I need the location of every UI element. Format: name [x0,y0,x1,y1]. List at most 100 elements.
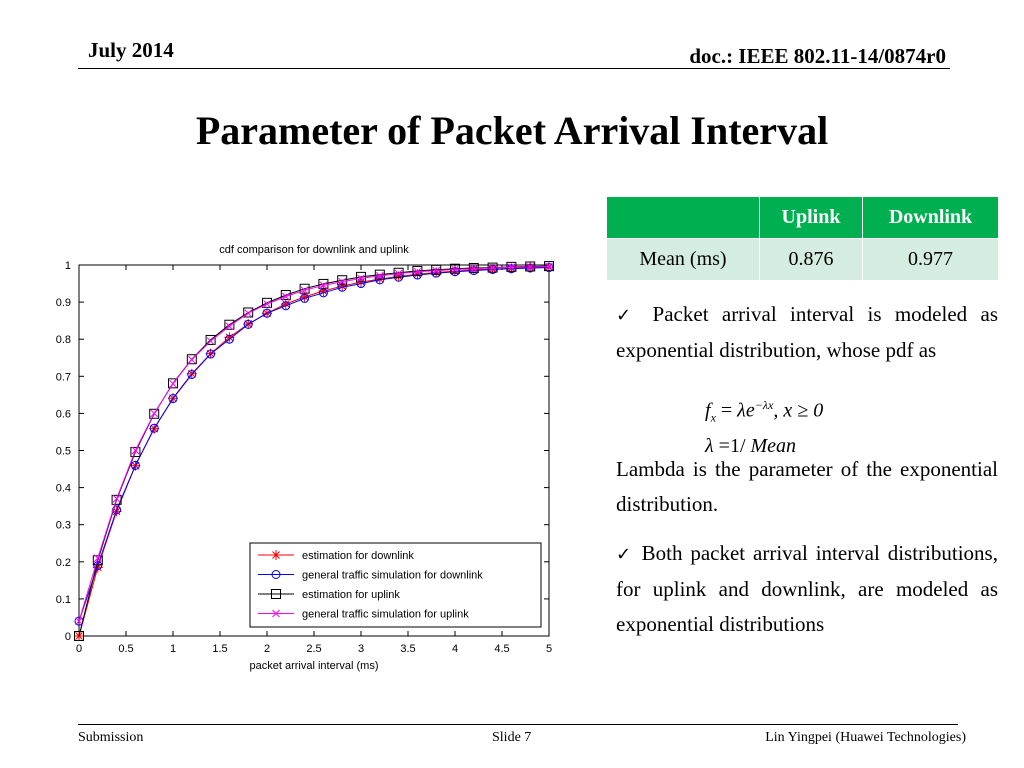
square-marker [468,262,479,273]
square-marker [111,494,122,505]
x-marker [469,264,478,273]
star-marker [299,291,310,302]
circle-marker [262,308,272,318]
formula-equals-2: = [718,435,730,457]
square-marker [205,334,216,345]
y-tick-label: 0.9 [56,297,71,309]
body-text: ✓ Packet arrival interval is modeled as … [616,297,998,642]
star-marker [356,277,366,288]
square-marker [224,319,235,330]
table-header-uplink: Uplink [759,196,863,239]
x-marker [526,263,535,271]
x-marker [244,309,253,318]
square-marker [356,271,366,282]
table-cell-downlink: 0.977 [862,238,999,281]
footer-submission: Submission [78,730,144,745]
y-tick-label: 0.1 [56,594,71,606]
circle-marker [130,460,140,470]
star-marker [280,298,291,309]
checkmark-icon: ✓ [616,305,640,326]
circle-marker [271,570,281,579]
circle-marker [187,369,197,379]
circle-marker [224,334,234,344]
table-header-blank [606,196,760,239]
circle-marker [206,349,216,359]
x-marker [169,379,177,388]
slide-title: Parameter of Packet Arrival Interval [195,108,829,153]
square-marker [130,446,141,457]
x-marker [357,274,365,283]
x-marker [413,267,422,276]
table-cell-label: Mean (ms) [606,238,760,281]
x-tick-label: 1.5 [212,643,227,655]
square-marker [92,555,103,566]
square-marker [186,354,197,365]
x-marker [338,277,347,286]
x-tick-label: 0 [76,643,82,655]
square-marker [243,307,254,318]
x-marker [187,355,196,364]
star-marker [412,269,423,280]
table-header-downlink: Downlink [862,196,999,239]
x-marker [545,262,553,271]
bullet-1: ✓ Packet arrival interval is modeled as … [616,297,998,368]
star-marker [92,562,103,573]
square-marker [318,278,329,289]
circle-marker [337,282,347,292]
y-tick-label: 0.2 [56,557,71,569]
legend-label: general traffic simulation for uplink [302,609,469,621]
formula-f: f [705,399,711,422]
lambda-paragraph: Lambda is the parameter of the exponenti… [616,457,998,516]
bullet-1-text: Packet arrival interval is modeled as ex… [616,302,998,362]
x-marker [451,265,459,274]
star-marker [224,332,235,343]
x-marker [319,281,328,290]
x-marker [263,300,271,308]
formula-mean: Mean [750,435,797,457]
circle-marker [149,423,159,433]
x-tick-label: 0.5 [118,643,133,655]
square-marker [374,269,385,280]
pdf-formula: fx = λe−λx, x ≥ 0 [705,398,823,426]
x-marker [281,292,290,301]
square-marker [74,631,84,641]
series-4 [75,262,553,626]
formula-lambda-2: λ [705,435,714,457]
x-tick-label: 5 [546,643,552,655]
legend-entry: general traffic simulation for uplink [258,609,469,621]
formula-e: e [745,399,755,422]
x-marker [206,337,215,345]
star-marker [468,264,479,275]
bullet-2-text: Both packet arrival interval distributio… [616,541,998,636]
y-tick-label: 0.4 [56,483,71,495]
y-tick-label: 1 [65,260,71,272]
x-tick-label: 4 [452,643,458,655]
bullet-2: ✓ Both packet arrival interval distribut… [616,536,998,642]
y-tick-label: 0.5 [56,446,71,458]
mean-table: Uplink Downlink Mean (ms) 0.876 0.977 [606,196,999,281]
header-date: July 2014 [88,38,174,62]
x-marker [432,266,441,275]
circle-marker [356,279,366,289]
series-line [78,266,550,622]
x-tick-label: 4.5 [494,643,509,655]
footer-divider [78,724,958,725]
square-marker [431,264,442,275]
legend-label: estimation for downlink [302,550,414,562]
table-cell-uplink: 0.876 [759,238,863,281]
legend-label: general traffic simulation for downlink [302,570,483,582]
series-line [78,267,550,622]
checkmark-icon: ✓ [616,544,634,565]
x-marker [375,271,384,280]
x-marker [93,554,102,562]
star-marker [318,285,329,296]
y-tick-label: 0.8 [56,334,71,346]
y-tick-label: 0 [65,631,71,643]
x-tick-label: 3 [358,643,364,655]
star-marker [337,281,348,292]
header-divider [78,68,950,69]
x-marker [507,263,516,272]
circle-marker [281,301,291,311]
x-tick-label: 3.5 [400,643,415,655]
